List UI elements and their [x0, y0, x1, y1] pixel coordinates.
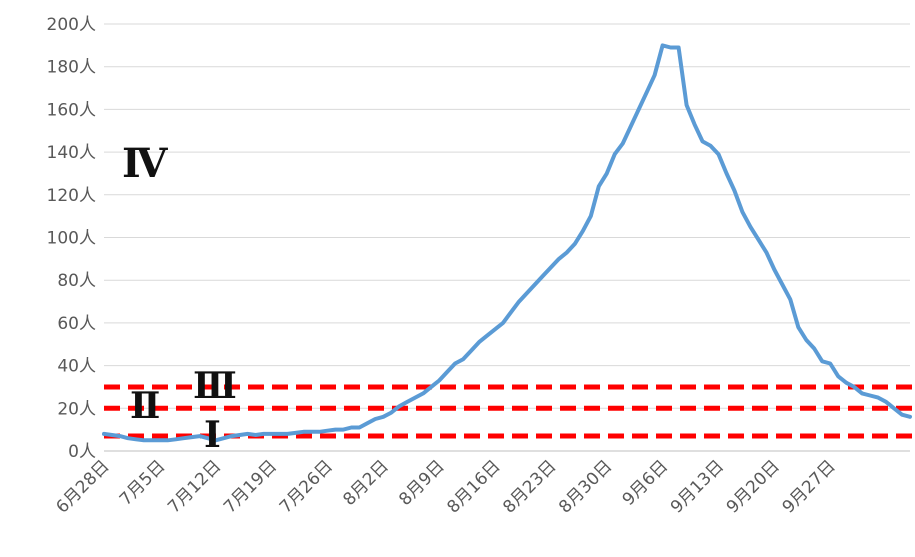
level-i-label: Ⅰ	[204, 414, 221, 456]
y-tick-label: 80人	[57, 271, 96, 291]
x-tick-label: 9月6日	[619, 456, 672, 509]
x-tick-label: 7月5日	[116, 456, 169, 509]
x-tick-label: 7月19日	[220, 456, 281, 517]
y-axis-ticks: 0人 20人 40人 60人 80人 100人 120人 140人 160人 180人 200人	[47, 15, 96, 462]
x-tick-label: 8月9日	[395, 456, 448, 509]
y-tick-label: 40人	[57, 357, 96, 377]
x-tick-label: 7月26日	[276, 456, 337, 517]
series-line	[102, 43, 912, 443]
level-ii-label: Ⅱ	[130, 385, 160, 427]
x-tick-label: 6月28日	[52, 456, 113, 517]
y-tick-label: 0人	[68, 442, 96, 462]
level-iii-label: Ⅲ	[193, 365, 237, 407]
y-tick-label: 160人	[47, 100, 96, 120]
level-iv-label: Ⅳ	[122, 140, 168, 187]
x-tick-label: 8月16日	[443, 456, 504, 517]
x-tick-label: 9月20日	[723, 456, 784, 517]
y-tick-label: 60人	[57, 314, 96, 334]
x-tick-label: 8月2日	[339, 456, 392, 509]
y-tick-label: 100人	[47, 229, 96, 249]
series-layer	[102, 43, 912, 443]
y-tick-label: 140人	[47, 143, 96, 163]
y-tick-label: 120人	[47, 186, 96, 206]
x-tick-label: 9月13日	[667, 456, 728, 517]
x-tick-label: 8月23日	[499, 456, 560, 517]
y-tick-label: 20人	[57, 399, 96, 419]
x-tick-label: 7月12日	[164, 456, 225, 517]
y-tick-label: 180人	[47, 58, 96, 78]
y-tick-label: 200人	[47, 15, 96, 35]
x-tick-label: 9月27日	[779, 456, 840, 517]
x-tick-label: 8月30日	[555, 456, 616, 517]
